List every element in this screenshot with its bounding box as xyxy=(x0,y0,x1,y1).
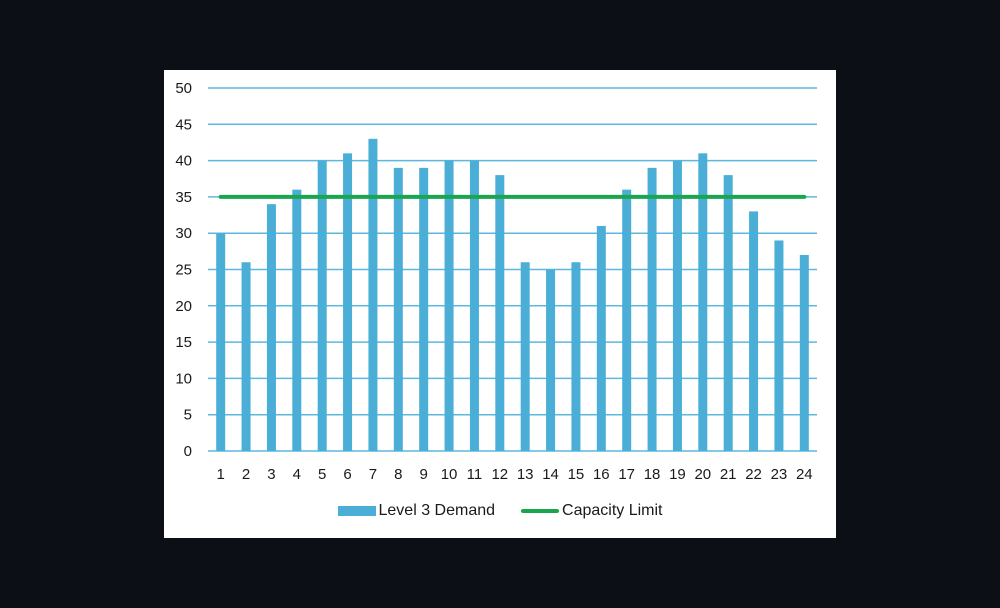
x-tick-label: 22 xyxy=(745,466,762,483)
x-tick-label: 7 xyxy=(369,466,377,483)
bar xyxy=(266,204,276,451)
x-tick-label: 1 xyxy=(217,466,225,483)
bar xyxy=(546,269,556,451)
y-tick-label: 35 xyxy=(175,189,192,206)
bar xyxy=(343,153,353,451)
y-tick-label: 20 xyxy=(175,298,192,315)
x-tick-label: 13 xyxy=(517,466,534,483)
legend-item-capacity: Capacity Limit xyxy=(521,502,663,520)
y-tick-label: 50 xyxy=(175,80,192,97)
bar xyxy=(444,160,454,451)
x-tick-label: 21 xyxy=(720,466,737,483)
x-tick-label: 14 xyxy=(542,466,559,483)
x-tick-label: 2 xyxy=(242,466,250,483)
bar xyxy=(216,233,226,451)
x-tick-label: 15 xyxy=(568,466,585,483)
legend-label-capacity: Capacity Limit xyxy=(562,502,663,519)
bar xyxy=(368,138,378,451)
y-tick-label: 30 xyxy=(175,225,192,242)
x-tick-label: 24 xyxy=(796,466,813,483)
x-tick-label: 20 xyxy=(694,466,711,483)
bar xyxy=(520,262,530,451)
bar xyxy=(469,160,479,451)
x-tick-label: 4 xyxy=(293,466,301,483)
bar xyxy=(672,160,682,451)
bar xyxy=(698,153,708,451)
bar xyxy=(622,189,632,451)
x-tick-label: 23 xyxy=(771,466,788,483)
x-tick-label: 19 xyxy=(669,466,686,483)
bar xyxy=(495,175,505,451)
bar xyxy=(317,160,327,451)
bar xyxy=(749,211,759,451)
x-tick-label: 12 xyxy=(491,466,508,483)
x-tick-label: 10 xyxy=(441,466,458,483)
bar xyxy=(799,254,809,451)
bar xyxy=(393,167,403,452)
bar xyxy=(774,240,784,451)
x-tick-label: 8 xyxy=(394,466,402,483)
y-tick-label: 45 xyxy=(175,116,192,133)
x-tick-label: 5 xyxy=(318,466,326,483)
y-tick-label: 5 xyxy=(184,407,192,424)
x-tick-label: 9 xyxy=(420,466,428,483)
bar-swatch-icon xyxy=(337,506,376,516)
y-tick-label: 40 xyxy=(175,153,192,170)
x-tick-label: 17 xyxy=(618,466,635,483)
bar xyxy=(419,167,429,452)
legend-label-demand: Level 3 Demand xyxy=(378,502,496,519)
chart-card: 0 5 10 15 20 25 30 35 40 45 50 1 2 3 4 5 6 7 8 9 10 11 12 13 14 1… xyxy=(164,70,836,538)
bar xyxy=(723,175,733,451)
bar xyxy=(647,167,657,452)
x-tick-label: 18 xyxy=(644,466,661,483)
x-tick-label: 6 xyxy=(343,466,351,483)
legend: Level 3 Demand Capacity Limit xyxy=(164,502,836,520)
y-tick-label: 25 xyxy=(175,262,192,279)
legend-item-demand: Level 3 Demand xyxy=(337,502,496,520)
y-tick-label: 10 xyxy=(175,370,192,387)
x-tick-label: 16 xyxy=(593,466,610,483)
x-tick-label: 3 xyxy=(267,466,275,483)
y-tick-label: 15 xyxy=(175,334,192,351)
y-tick-label: 0 xyxy=(184,443,192,460)
bar xyxy=(292,189,302,451)
bar xyxy=(571,262,581,451)
bar xyxy=(241,262,251,451)
bar xyxy=(596,225,606,451)
line-swatch-icon xyxy=(521,509,560,513)
x-tick-label: 11 xyxy=(467,466,483,483)
